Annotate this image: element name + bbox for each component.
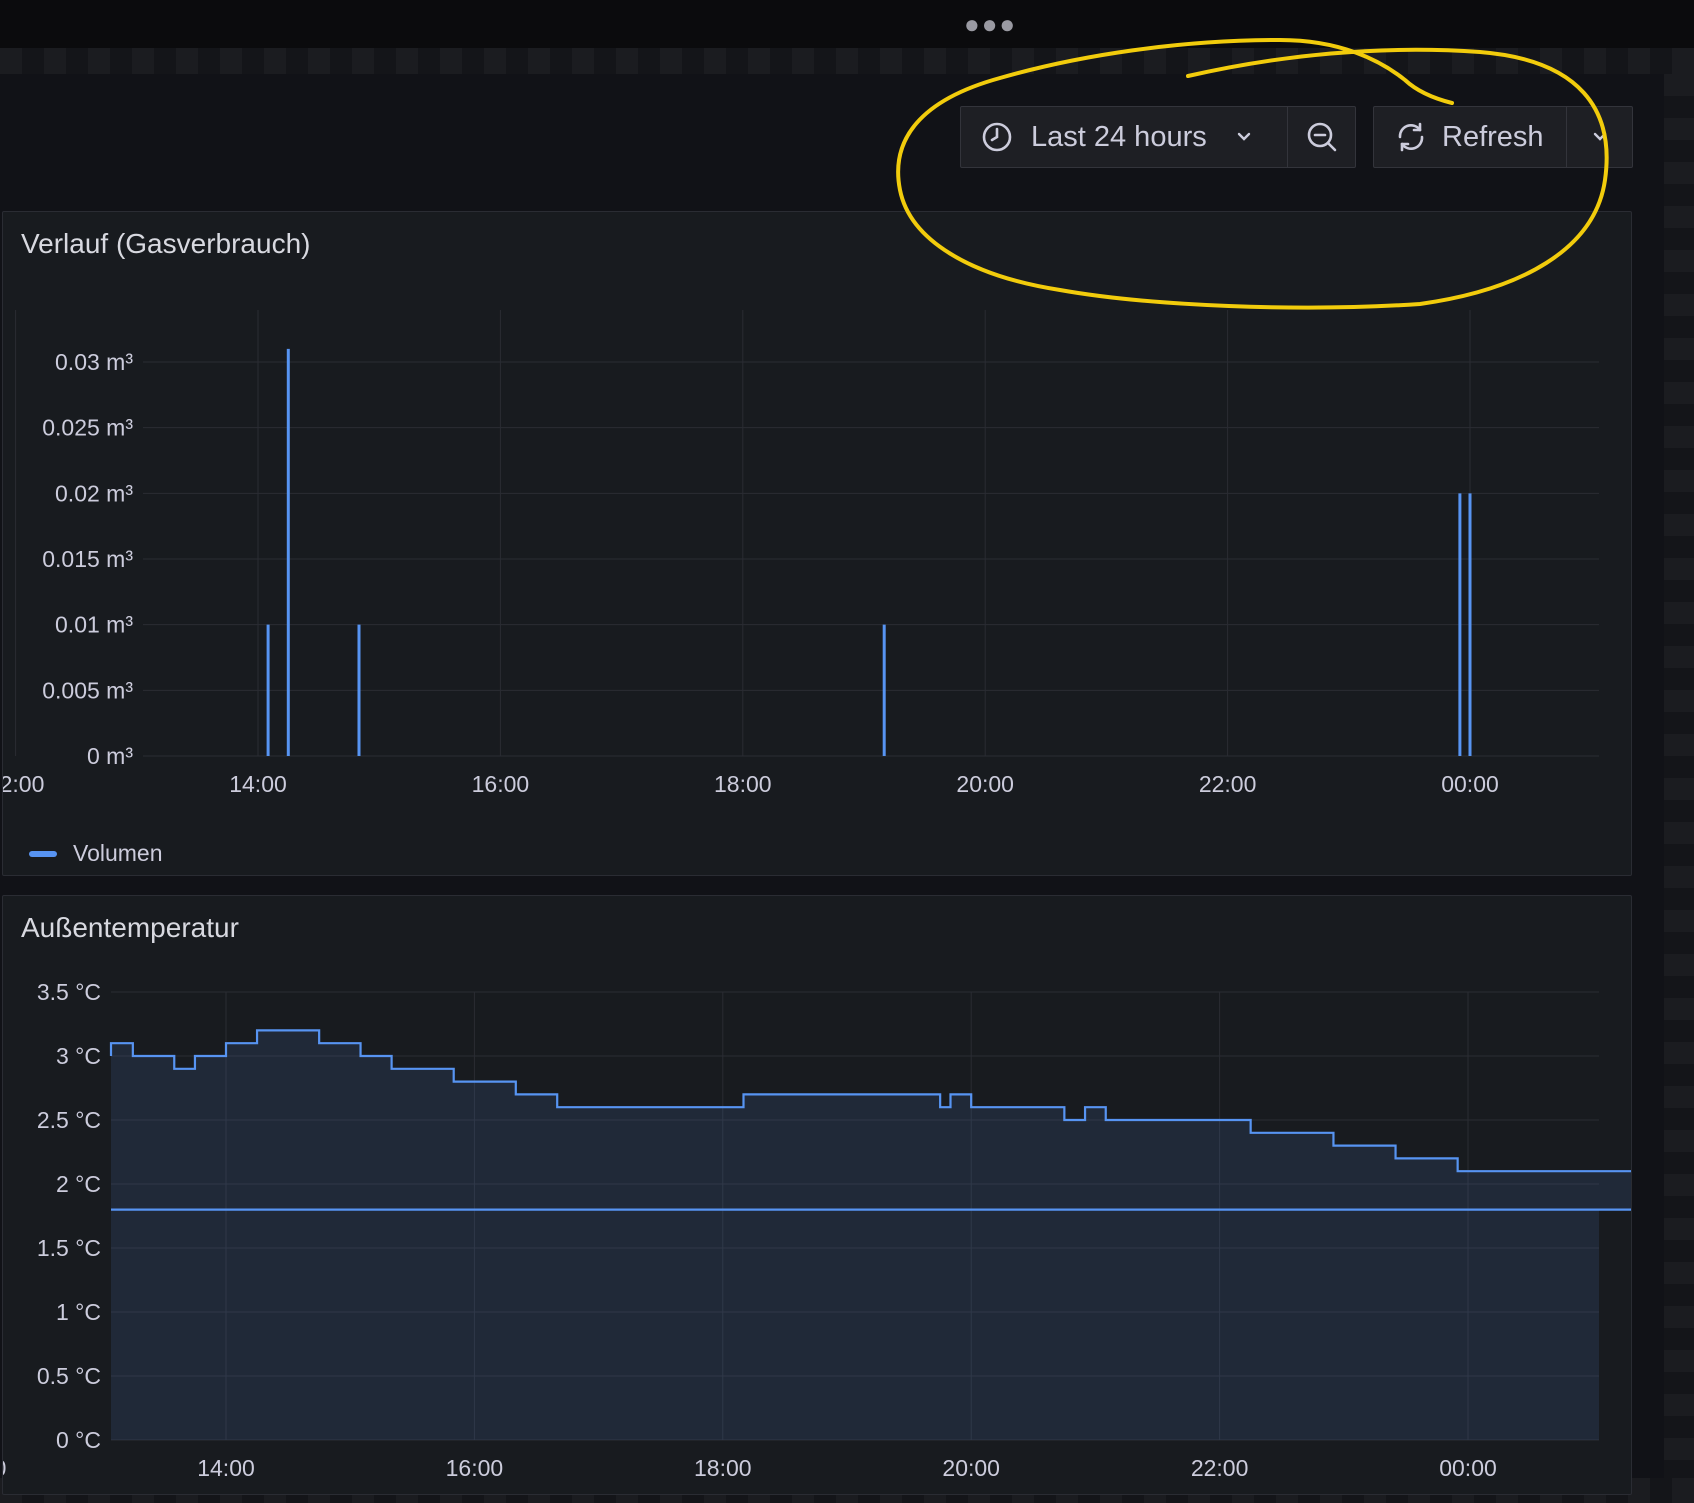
zoom-out-icon [1307, 122, 1337, 152]
y-tick-label: 3.5 °C [37, 979, 101, 1005]
refresh-icon [1398, 122, 1424, 152]
x-tick-label: 14:00 [197, 1455, 255, 1481]
chevron-down-icon [1237, 132, 1250, 141]
y-tick-label: 0 °C [56, 1427, 101, 1453]
y-tick-label: 0.015 m³ [42, 546, 133, 572]
gas-chart: 0 m³ 0.005 m³ 0.01 m³ 0.015 m³ 0.02 m³ 0.025 … [3, 310, 1599, 797]
chevron-down-icon [1593, 132, 1607, 141]
x-tick-label: 16:00 [446, 1455, 504, 1481]
y-tick-label: 1.5 °C [37, 1235, 101, 1261]
refresh-label: Refresh [1442, 120, 1544, 153]
time-range-label: Last 24 hours [1031, 120, 1207, 153]
x-tick-label: 12:00 [3, 1455, 6, 1481]
y-tick-label: 0.5 °C [37, 1363, 101, 1389]
x-tick-label: 00:00 [1439, 1455, 1497, 1481]
x-tick-label: 22:00 [1191, 1455, 1249, 1481]
x-tick-label: 20:00 [956, 771, 1014, 797]
refresh-group: Refresh [1373, 106, 1633, 168]
x-tick-label: 14:00 [229, 771, 287, 797]
refresh-interval-dropdown[interactable] [1567, 107, 1633, 167]
y-tick-label: 0.025 m³ [42, 415, 133, 441]
panel-title[interactable]: Außentemperatur [21, 912, 239, 943]
x-tick-label: 00:00 [1441, 771, 1499, 797]
x-tick-label: 16:00 [472, 771, 530, 797]
x-tick-label: 22:00 [1199, 771, 1257, 797]
time-range-picker[interactable]: Last 24 hours [961, 107, 1287, 167]
temperature-chart: 0 °C 0.5 °C 1 °C 1.5 °C 2 °C 2.5 °C 3 °C 3.5 °C… [3, 979, 1631, 1481]
panel-title[interactable]: Verlauf (Gasverbrauch) [21, 228, 311, 259]
x-tick-label: 12:00 [3, 771, 44, 797]
right-edge [1664, 74, 1694, 1478]
y-tick-label: 3 °C [56, 1043, 101, 1069]
area-fill [111, 1030, 1631, 1440]
y-tick-label: 2.5 °C [37, 1107, 101, 1133]
legend-label: Volumen [73, 840, 163, 866]
y-tick-label: 1 °C [56, 1299, 101, 1325]
y-tick-label: 0.005 m³ [42, 677, 133, 703]
more-dots-icon[interactable]: ●●● [964, 9, 1018, 39]
series-line [109, 1029, 1631, 1211]
y-tick-label: 2 °C [56, 1171, 101, 1197]
drag-bar [0, 48, 1694, 74]
x-tick-label: 20:00 [942, 1455, 1000, 1481]
clock-icon [982, 122, 1012, 152]
temperature-panel: Außentemperatur 0 °C 0.5 °C 1 °C 1.5 °C 2 °C… [2, 895, 1632, 1495]
x-tick-label: 18:00 [714, 771, 772, 797]
y-tick-label: 0.01 m³ [55, 612, 133, 638]
zoom-out-button[interactable] [1288, 107, 1356, 167]
y-tick-label: 0 m³ [87, 743, 133, 769]
y-tick-label: 0.02 m³ [55, 480, 133, 506]
legend-item-volumen[interactable]: Volumen [29, 840, 163, 867]
x-tick-label: 18:00 [694, 1455, 752, 1481]
gas-panel: Verlauf (Gasverbrauch) 0 m³ 0.005 m³ 0.01 … [2, 211, 1632, 876]
top-bar: ●●● [0, 0, 1694, 48]
refresh-button[interactable]: Refresh [1374, 107, 1566, 167]
time-picker-group: Last 24 hours [960, 106, 1356, 168]
legend-swatch [29, 850, 57, 857]
y-tick-label: 0.03 m³ [55, 349, 133, 375]
